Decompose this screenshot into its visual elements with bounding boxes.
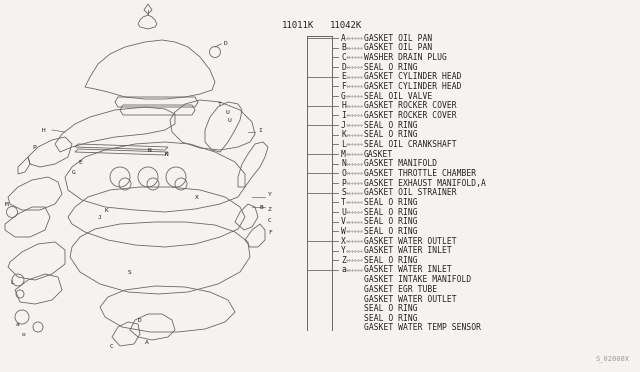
Text: GASKET ROCKER COVER: GASKET ROCKER COVER bbox=[364, 111, 456, 120]
Text: GASKET WATER OUTLET: GASKET WATER OUTLET bbox=[364, 295, 456, 304]
Text: GASKET EXHAUST MANIFOLD,A: GASKET EXHAUST MANIFOLD,A bbox=[364, 179, 486, 187]
Text: L: L bbox=[341, 140, 346, 149]
Text: G: G bbox=[72, 170, 76, 174]
Text: GASKET WATER OUTLET: GASKET WATER OUTLET bbox=[364, 237, 456, 246]
Text: P: P bbox=[32, 144, 36, 150]
Text: K: K bbox=[105, 208, 109, 212]
Text: WASHER DRAIN PLUG: WASHER DRAIN PLUG bbox=[364, 53, 447, 62]
Text: C: C bbox=[341, 53, 346, 62]
Text: I: I bbox=[258, 128, 262, 132]
Text: S: S bbox=[128, 269, 132, 275]
Text: a: a bbox=[341, 266, 346, 275]
Text: A: A bbox=[341, 33, 346, 42]
Text: GASKET WATER INLET: GASKET WATER INLET bbox=[364, 266, 452, 275]
Text: D: D bbox=[341, 62, 346, 71]
Text: GASKET WATER TEMP SENSOR: GASKET WATER TEMP SENSOR bbox=[364, 324, 481, 333]
Text: H: H bbox=[341, 101, 346, 110]
Text: GASKET THROTTLE CHAMBER: GASKET THROTTLE CHAMBER bbox=[364, 169, 476, 178]
Text: SEAL O RING: SEAL O RING bbox=[364, 198, 418, 207]
Text: GASKET INTAKE MANIFOLD: GASKET INTAKE MANIFOLD bbox=[364, 275, 471, 284]
Text: N: N bbox=[165, 151, 169, 157]
Text: E: E bbox=[78, 160, 82, 164]
Text: 11011K: 11011K bbox=[282, 21, 314, 30]
Text: SEAL O RING: SEAL O RING bbox=[364, 208, 418, 217]
Text: GASKET MANIFOLD: GASKET MANIFOLD bbox=[364, 159, 437, 168]
Text: GASKET CYLINDER HEAD: GASKET CYLINDER HEAD bbox=[364, 72, 461, 81]
Text: GASKET OIL STRAINER: GASKET OIL STRAINER bbox=[364, 188, 456, 197]
Text: SEAL O RING: SEAL O RING bbox=[364, 217, 418, 226]
Text: 11042K: 11042K bbox=[330, 21, 362, 30]
Text: E: E bbox=[341, 72, 346, 81]
Text: G: G bbox=[341, 92, 346, 100]
Text: SEAL O RING: SEAL O RING bbox=[364, 314, 418, 323]
Text: GASKET EGR TUBE: GASKET EGR TUBE bbox=[364, 285, 437, 294]
Text: H: H bbox=[42, 128, 45, 132]
Text: B: B bbox=[341, 43, 346, 52]
Text: SEAL O RING: SEAL O RING bbox=[364, 256, 418, 265]
Text: T: T bbox=[218, 102, 221, 106]
Text: C: C bbox=[268, 218, 272, 222]
Text: B: B bbox=[260, 205, 264, 209]
Text: S: S bbox=[341, 188, 346, 197]
Text: Z: Z bbox=[341, 256, 346, 265]
Text: U: U bbox=[341, 208, 346, 217]
Text: P: P bbox=[341, 179, 346, 187]
Text: X: X bbox=[195, 195, 199, 199]
Text: SEAL O RING: SEAL O RING bbox=[364, 121, 418, 129]
Text: Y: Y bbox=[268, 192, 272, 196]
Text: V: V bbox=[341, 217, 346, 226]
Text: T: T bbox=[341, 198, 346, 207]
Text: F: F bbox=[341, 82, 346, 91]
Text: GASKET CYLINDER HEAD: GASKET CYLINDER HEAD bbox=[364, 82, 461, 91]
Text: N: N bbox=[341, 159, 346, 168]
Text: SEAL OIL VALVE: SEAL OIL VALVE bbox=[364, 92, 432, 100]
Text: U: U bbox=[228, 118, 232, 122]
Text: J: J bbox=[341, 121, 346, 129]
Text: S_02000X: S_02000X bbox=[596, 355, 630, 362]
Text: C: C bbox=[110, 344, 114, 350]
Text: D: D bbox=[224, 41, 228, 45]
Text: D: D bbox=[138, 317, 141, 323]
Text: O: O bbox=[341, 169, 346, 178]
Text: A: A bbox=[145, 340, 148, 344]
Text: X: X bbox=[341, 237, 346, 246]
Text: SEAL O RING: SEAL O RING bbox=[364, 130, 418, 139]
Text: U: U bbox=[225, 109, 228, 115]
Text: Z: Z bbox=[268, 206, 272, 212]
Text: SEAL OIL CRANKSHAFT: SEAL OIL CRANKSHAFT bbox=[364, 140, 456, 149]
Text: GASKET OIL PAN: GASKET OIL PAN bbox=[364, 43, 432, 52]
Text: M: M bbox=[341, 150, 346, 158]
Text: K: K bbox=[341, 130, 346, 139]
Text: SEAL O RING: SEAL O RING bbox=[364, 304, 418, 313]
Text: GASKET WATER INLET: GASKET WATER INLET bbox=[364, 246, 452, 255]
Text: SEAL O RING: SEAL O RING bbox=[364, 62, 418, 71]
Text: GASKET OIL PAN: GASKET OIL PAN bbox=[364, 33, 432, 42]
Text: GASKET: GASKET bbox=[364, 150, 393, 158]
Text: M: M bbox=[5, 202, 9, 206]
Text: o: o bbox=[22, 331, 26, 337]
Text: N: N bbox=[148, 148, 152, 153]
Text: L: L bbox=[10, 279, 13, 285]
Text: GASKET ROCKER COVER: GASKET ROCKER COVER bbox=[364, 101, 456, 110]
Text: F: F bbox=[268, 230, 272, 234]
Text: J: J bbox=[98, 215, 102, 219]
Text: Y: Y bbox=[341, 246, 346, 255]
Text: SEAL O RING: SEAL O RING bbox=[364, 227, 418, 236]
Text: a: a bbox=[16, 321, 20, 327]
Text: W: W bbox=[341, 227, 346, 236]
Text: I: I bbox=[341, 111, 346, 120]
